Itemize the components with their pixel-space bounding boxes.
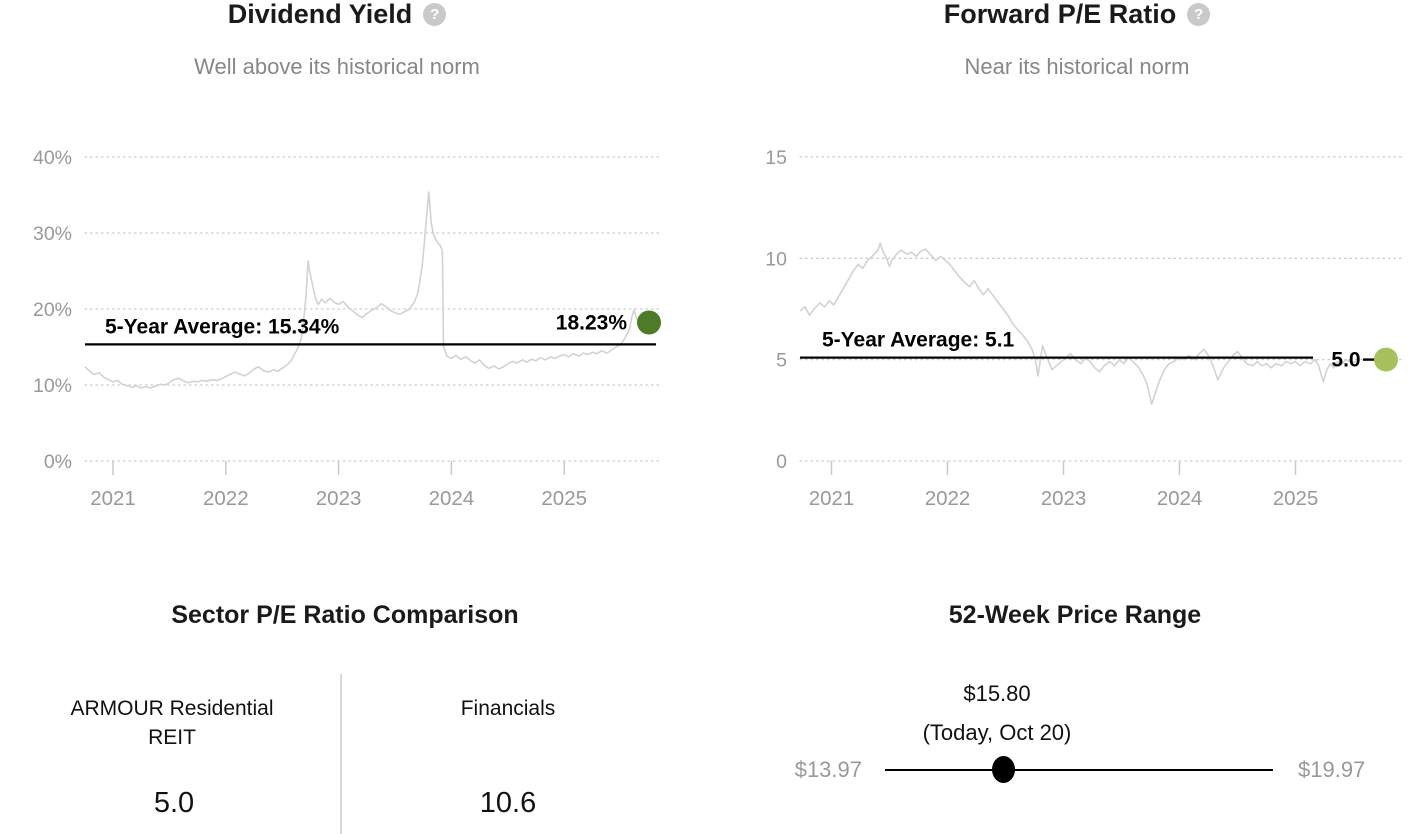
current-price-label: $15.80 (963, 681, 1031, 706)
dividend-yield-subtitle: Well above its historical norm (194, 53, 480, 79)
price-range-knob (991, 756, 1015, 783)
forward-pe-x-tick-label: 2021 (809, 487, 855, 510)
dividend-yield-header: Dividend Yield ? Well above its historic… (0, 0, 674, 79)
forward-pe-series-line (799, 242, 1356, 406)
forward-pe-x-tick-label: 2023 (1041, 487, 1087, 510)
dividend-yield-x-tick-label: 2025 (541, 487, 587, 510)
dividend-yield-y-tick-label: 40% (33, 147, 72, 169)
dividend-yield-current-label: 18.23% (556, 312, 628, 335)
help-icon[interactable]: ? (1187, 3, 1211, 27)
forward-pe-x-tick-label: 2022 (925, 487, 971, 510)
forward-pe-subtitle: Near its historical norm (964, 53, 1190, 79)
price-range-track (885, 769, 1273, 771)
dividend-yield-x-tick-label: 2023 (316, 487, 362, 510)
dividend-yield-title-row: Dividend Yield ? (0, 0, 674, 30)
dividend-yield-y-tick-label: 20% (33, 299, 72, 321)
sector-comparison-title: Sector P/E Ratio Comparison (171, 601, 519, 629)
dividend-yield-x-tick-label: 2021 (90, 487, 136, 510)
sector-column-header: Financials (460, 697, 556, 720)
forward-pe-title: Forward P/E Ratio (943, 0, 1177, 29)
dividend-yield-y-tick-label: 10% (33, 375, 72, 397)
company-column-header: ARMOUR Residential REIT (70, 697, 274, 749)
forward-pe-average-label: 5-Year Average: 5.1 (822, 329, 1015, 352)
forward-pe-title-row: Forward P/E Ratio ? (730, 0, 1424, 30)
column-divider (340, 674, 342, 834)
price-range-title: 52-Week Price Range (948, 601, 1202, 629)
dividend-yield-y-tick-label: 0% (44, 451, 72, 473)
forward-pe-y-tick-label: 15 (765, 147, 787, 169)
forward-pe-current-label: 5.0 (1331, 349, 1360, 372)
dividend-yield-y-tick-label: 30% (33, 223, 72, 245)
forward-pe-y-tick-label: 10 (765, 248, 787, 270)
forward-pe-y-tick-label: 0 (776, 451, 787, 473)
dividend-yield-average-label: 5-Year Average: 15.34% (105, 315, 340, 338)
help-icon[interactable]: ? (423, 3, 447, 27)
sector-pe-value: 10.6 (479, 787, 537, 819)
forward-pe-x-tick-label: 2024 (1157, 487, 1203, 510)
dividend-yield-series-line (84, 191, 654, 389)
price-range-current-block: $15.80 (Today, Oct 20) (797, 674, 1197, 752)
dividend-yield-current-dot (637, 310, 661, 335)
range-low-label: $13.97 (794, 757, 862, 782)
range-high-label: $19.97 (1298, 757, 1366, 782)
forward-pe-x-tick-label: 2025 (1273, 487, 1319, 510)
current-price-note: (Today, Oct 20) (922, 720, 1072, 746)
forward-pe-current-dot (1374, 347, 1398, 372)
forward-pe-y-tick-label: 5 (776, 350, 787, 372)
dividend-yield-x-tick-label: 2022 (203, 487, 249, 510)
company-pe-value: 5.0 (153, 787, 195, 819)
dividend-yield-x-tick-label: 2024 (429, 487, 475, 510)
dividend-yield-title: Dividend Yield (227, 0, 413, 29)
forward-pe-header: Forward P/E Ratio ? Near its historical … (730, 0, 1424, 79)
